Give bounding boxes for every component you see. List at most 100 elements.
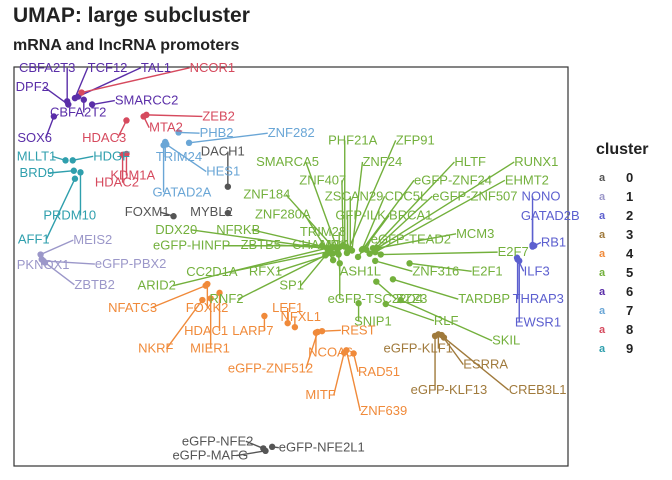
point-label: DDX20 xyxy=(155,222,197,237)
data-point xyxy=(216,289,223,297)
data-point xyxy=(318,242,326,249)
point-label: ASH1L xyxy=(340,263,381,278)
point-label: PHF21A xyxy=(328,132,377,147)
data-point xyxy=(397,296,404,304)
point-label: eGFP-PBX2 xyxy=(95,256,167,271)
point-label: ZNF280A xyxy=(255,207,311,222)
data-point xyxy=(431,332,439,340)
point-label: RFX1 xyxy=(249,263,282,278)
label-connector xyxy=(385,303,435,322)
point-label: E2F1 xyxy=(472,263,503,278)
data-point xyxy=(175,129,182,136)
point-label: SP1 xyxy=(279,278,304,293)
legend-key: a xyxy=(599,229,606,241)
legend-key: a xyxy=(599,324,606,336)
point-label: BRCA1 xyxy=(389,207,432,222)
label-connector xyxy=(188,132,268,144)
data-point xyxy=(41,259,49,266)
data-point xyxy=(358,246,366,253)
point-labels: CBFA2T3 TCF12 TAL1 NCOR1 DPF2 SMARCC2 CBFA2T2 M… xyxy=(16,60,580,463)
label-connector xyxy=(305,161,338,249)
data-point xyxy=(374,244,381,252)
data-point xyxy=(291,323,299,331)
label-connector xyxy=(409,262,472,272)
data-point xyxy=(65,101,72,108)
legend-key: a xyxy=(599,172,606,184)
point-label: TRIM24 xyxy=(156,149,202,164)
label-connector xyxy=(341,180,344,245)
point-label: TRIM28 xyxy=(300,224,346,239)
legend-label: 2 xyxy=(626,208,633,223)
point-label: ZNF24 xyxy=(362,154,402,169)
label-connector xyxy=(117,120,128,139)
point-label: eGFP-NFE2 xyxy=(182,433,254,448)
label-connector xyxy=(375,260,413,272)
point-label: ZBTB2 xyxy=(74,277,114,292)
label-connector xyxy=(237,254,326,300)
point-label: SMARCA5 xyxy=(256,154,319,169)
label-connectors xyxy=(40,67,542,457)
point-label: MYBL2 xyxy=(190,204,233,219)
data-point xyxy=(350,350,357,357)
label-connector xyxy=(228,250,330,273)
data-point xyxy=(224,183,232,190)
point-label: NCOA6 xyxy=(308,345,353,360)
point-label: CREB3L1 xyxy=(509,382,567,397)
point-label: GFP-ILK xyxy=(335,207,386,222)
label-connector xyxy=(43,260,95,265)
label-connector xyxy=(236,450,266,457)
point-label: RNF2 xyxy=(210,291,244,306)
point-label: MTA2 xyxy=(149,120,183,135)
data-point xyxy=(160,142,167,149)
label-connector xyxy=(361,195,386,251)
data-point xyxy=(314,328,321,336)
legend-label: 5 xyxy=(626,265,633,280)
data-point xyxy=(329,250,336,257)
data-point xyxy=(37,251,44,258)
data-point xyxy=(336,260,343,267)
point-label: FOXK2 xyxy=(186,300,229,315)
label-connector xyxy=(345,350,361,412)
point-label: MGA xyxy=(321,237,351,252)
point-label: ZEB2 xyxy=(202,108,235,123)
point-label: HDAC3 xyxy=(82,130,126,145)
data-point xyxy=(204,280,211,288)
data-point xyxy=(516,257,523,265)
label-connector xyxy=(77,67,142,98)
point-label: NFXL1 xyxy=(280,309,320,324)
point-label: ARID2 xyxy=(138,278,176,293)
data-point xyxy=(363,246,370,253)
label-connector xyxy=(165,143,207,173)
point-label: ZFP91 xyxy=(396,132,435,147)
data-point xyxy=(344,248,351,255)
point-label: LARP7 xyxy=(232,323,273,338)
label-connector xyxy=(346,140,397,254)
data-point xyxy=(382,300,389,308)
data-point xyxy=(88,101,96,108)
data-point xyxy=(224,209,232,217)
data-point xyxy=(78,89,85,96)
point-label: CBFA2T3 xyxy=(19,60,75,75)
point-label: NFATC3 xyxy=(108,300,157,315)
label-connector xyxy=(81,67,190,94)
data-point xyxy=(70,167,78,174)
point-label: CBFA2T2 xyxy=(50,104,106,119)
label-connector xyxy=(369,195,433,255)
data-point xyxy=(329,256,337,264)
label-connector xyxy=(91,99,115,106)
data-point xyxy=(69,157,76,164)
label-connector xyxy=(372,161,455,249)
data-point xyxy=(185,139,193,147)
point-label: PRDM10 xyxy=(43,207,96,222)
point-label: EHMT2 xyxy=(505,172,549,187)
label-connector xyxy=(377,233,457,249)
label-connector xyxy=(45,178,76,240)
point-label: GATAD2B xyxy=(521,208,580,223)
point-label: ZNF282 xyxy=(268,125,315,140)
point-label: HLTF xyxy=(454,154,486,169)
data-point xyxy=(199,296,206,304)
chart-subtitle: mRNA and lncRNA promoters xyxy=(13,37,240,54)
legend-title: cluster xyxy=(596,141,648,158)
label-connector xyxy=(333,352,345,396)
data-point xyxy=(123,117,130,124)
